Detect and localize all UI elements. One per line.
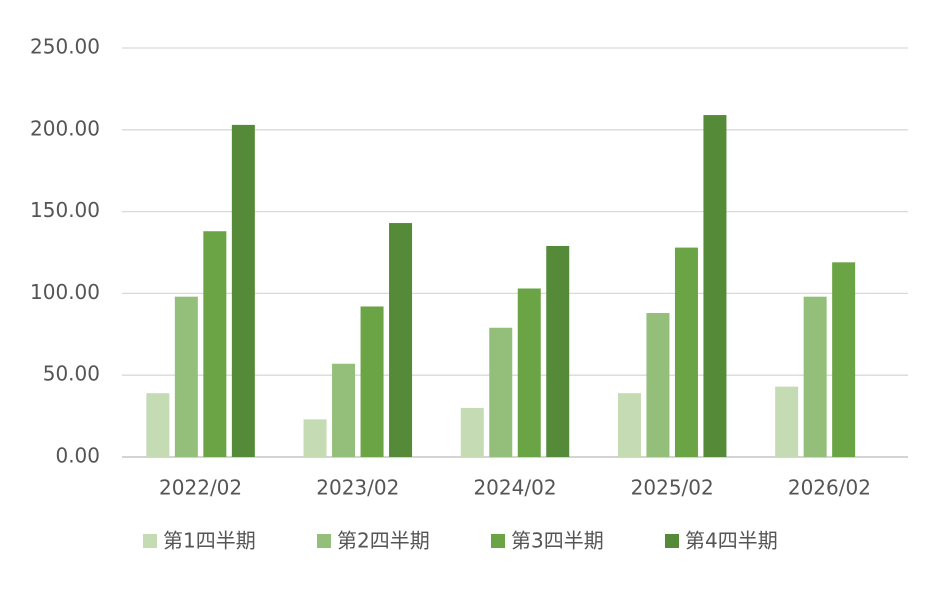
y-tick-label: 200.00 <box>30 116 100 140</box>
x-tick-label: 2022/02 <box>159 476 242 500</box>
x-tick-label: 2025/02 <box>631 476 714 500</box>
bar <box>303 419 327 457</box>
legend-label: 第1四半期 <box>163 529 256 553</box>
bar <box>174 296 198 457</box>
legend-swatch <box>143 534 157 548</box>
bar <box>517 288 541 457</box>
bar <box>703 115 727 458</box>
y-tick-label: 100.00 <box>30 280 100 304</box>
legend-swatch <box>665 534 679 548</box>
bar <box>674 247 698 457</box>
bar <box>546 245 570 457</box>
x-tick-label: 2026/02 <box>788 476 871 500</box>
bar <box>460 407 484 457</box>
y-tick-label: 50.00 <box>43 362 100 386</box>
bar <box>203 231 227 457</box>
legend-swatch <box>317 534 331 548</box>
legend-label: 第3四半期 <box>511 529 604 553</box>
legend-label: 第4四半期 <box>685 529 778 553</box>
y-tick-label: 0.00 <box>55 444 100 468</box>
x-tick-label: 2024/02 <box>473 476 556 500</box>
bar <box>360 306 384 457</box>
bar <box>832 262 856 457</box>
bar <box>146 393 170 457</box>
legend-swatch <box>491 534 505 548</box>
bar <box>489 327 513 457</box>
y-tick-label: 250.00 <box>30 35 100 59</box>
x-tick-label: 2023/02 <box>316 476 399 500</box>
bar <box>231 124 255 457</box>
bar <box>775 386 799 457</box>
bar <box>646 313 670 457</box>
bar <box>389 223 413 457</box>
y-tick-label: 150.00 <box>30 198 100 222</box>
legend-label: 第2四半期 <box>337 529 430 553</box>
bar <box>803 296 827 457</box>
bar <box>617 393 641 457</box>
bar <box>332 363 356 457</box>
